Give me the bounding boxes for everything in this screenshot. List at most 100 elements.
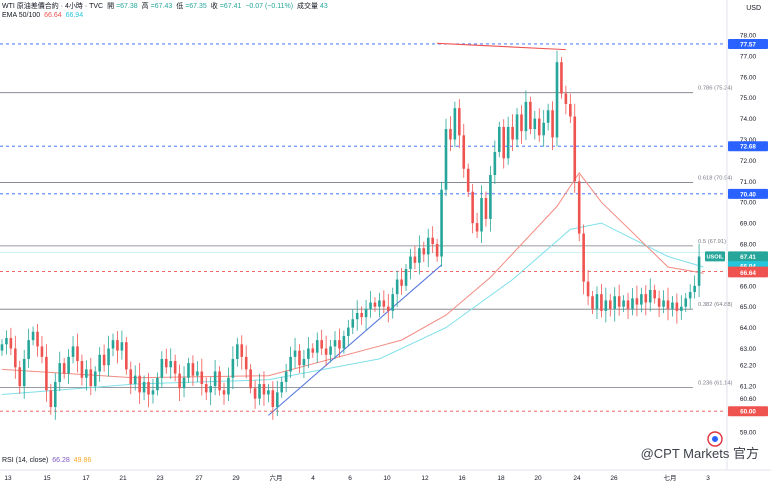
- candle-body: [520, 114, 523, 132]
- candle-body: [564, 93, 568, 104]
- candle-body: [435, 244, 439, 257]
- rsi-value: 66.28: [52, 457, 70, 464]
- time-tick-label: 27: [195, 475, 203, 482]
- candle-body: [666, 300, 670, 309]
- price-tick-label: 73.00: [740, 137, 757, 144]
- low-label: 低: [176, 3, 184, 10]
- symbol-tag: [705, 251, 725, 262]
- time-tick-label: 23: [156, 475, 164, 482]
- candle-body: [497, 126, 501, 153]
- price-tags: 77.5772.6870.4067.4103:55:3166.9466.6866…: [705, 38, 768, 417]
- candle-body: [333, 340, 337, 347]
- candle-body: [386, 306, 390, 311]
- candle-body: [62, 363, 66, 374]
- candle-body: [617, 296, 621, 307]
- price-axis[interactable]: 59.00 60.00 60.60 61.20 62.20 63.00 64.00 65.00…: [726, 0, 757, 470]
- time-tick-label: 6: [348, 475, 352, 482]
- trendline: [437, 42, 566, 51]
- candle-body: [76, 346, 79, 362]
- price-tick-label: 72.00: [740, 158, 757, 165]
- candle-body: [36, 331, 39, 347]
- candle-body: [626, 300, 630, 309]
- candle-body: [373, 302, 377, 307]
- candle-body: [480, 198, 483, 232]
- price-tick-label: 59.00: [740, 430, 757, 437]
- fib-level-label: 0.236 (61.14): [698, 380, 733, 386]
- candle-body: [595, 294, 599, 309]
- ema100-value: 66.94: [65, 12, 84, 19]
- candle-body: [680, 306, 683, 311]
- candle-body: [289, 356, 292, 372]
- ema100-line: [1, 222, 704, 395]
- candle-body: [169, 361, 173, 368]
- candle-body: [329, 346, 332, 355]
- ema-lines: [1, 172, 704, 395]
- candle-body: [582, 233, 585, 282]
- volume-value: 43: [320, 3, 328, 10]
- watermark-logo-icon: [707, 431, 723, 447]
- candle-body: [489, 175, 492, 219]
- candle-body: [338, 340, 341, 349]
- candle-body: [449, 129, 452, 140]
- time-axis[interactable]: 13 15 17 21 23 27 29 六月 4 6 10 12 16 18 20 24 26 七月 3: [0, 469, 771, 482]
- candle-body: [351, 319, 355, 328]
- candle-body: [418, 248, 421, 263]
- candle-body: [18, 367, 22, 387]
- volume-label: 成交量: [297, 3, 319, 10]
- candle-body: [524, 101, 528, 132]
- candle-body: [382, 300, 386, 307]
- price-tick-label: 64.00: [740, 325, 757, 332]
- trendlines: [268, 42, 566, 416]
- candle-body: [58, 363, 62, 382]
- rsi-label: RSI (14, close): [2, 457, 49, 464]
- candle-body: [213, 371, 217, 387]
- price-tick-label: 62.20: [740, 363, 757, 370]
- rsi-legend[interactable]: RSI (14, close) 66.28 49.86: [2, 456, 93, 465]
- candle-body: [315, 340, 319, 353]
- candle-body: [209, 386, 212, 393]
- candle-body: [533, 118, 537, 130]
- ema-legend[interactable]: EMA 50/100 66.64 66.94: [2, 11, 85, 20]
- candle-body: [275, 392, 279, 408]
- candle-body: [475, 223, 479, 232]
- candle-body: [560, 62, 563, 94]
- price-tick-label: 68.00: [740, 242, 757, 249]
- time-tick-label: 26: [610, 475, 618, 482]
- price-tag: [728, 267, 768, 278]
- candle-body: [613, 296, 617, 309]
- candle-body: [218, 371, 221, 391]
- candle-body: [14, 348, 17, 368]
- candle-body: [231, 358, 235, 378]
- candle-body: [200, 371, 204, 385]
- candle-body: [40, 346, 44, 357]
- candle-body: [311, 348, 315, 353]
- candle-body: [98, 354, 101, 372]
- candle-body: [244, 356, 248, 370]
- candle-body: [391, 294, 395, 311]
- candle-body: [697, 256, 701, 286]
- candle-body: [156, 377, 159, 391]
- time-tick-label: 13: [4, 475, 12, 482]
- candle-body: [9, 338, 13, 349]
- close-label: 收: [210, 3, 218, 10]
- fib-level-label: 0.786 (75.24): [698, 86, 733, 92]
- price-tag: [728, 141, 768, 152]
- fib-level-label: 0.5 (67.91): [698, 239, 726, 245]
- price-tick-label: 65.00: [740, 304, 757, 311]
- candle-body: [466, 168, 470, 192]
- candle-body: [409, 256, 412, 270]
- candle-body: [307, 348, 310, 359]
- candle-body: [369, 302, 372, 309]
- candle-body: [253, 388, 257, 399]
- price-tag-label: 60.00: [740, 409, 756, 416]
- candle-body: [426, 237, 430, 255]
- candle-body: [537, 118, 541, 136]
- symbol-title[interactable]: WTI 原油差價合約 · 4小時 · TVC: [2, 3, 104, 10]
- price-tag-label: 70.40: [740, 191, 756, 198]
- candle-body: [293, 350, 297, 357]
- price-tick-label: 76.00: [740, 74, 757, 81]
- candle-body: [458, 108, 461, 136]
- candle-body: [116, 340, 119, 351]
- horizontal-levels: [0, 43, 726, 412]
